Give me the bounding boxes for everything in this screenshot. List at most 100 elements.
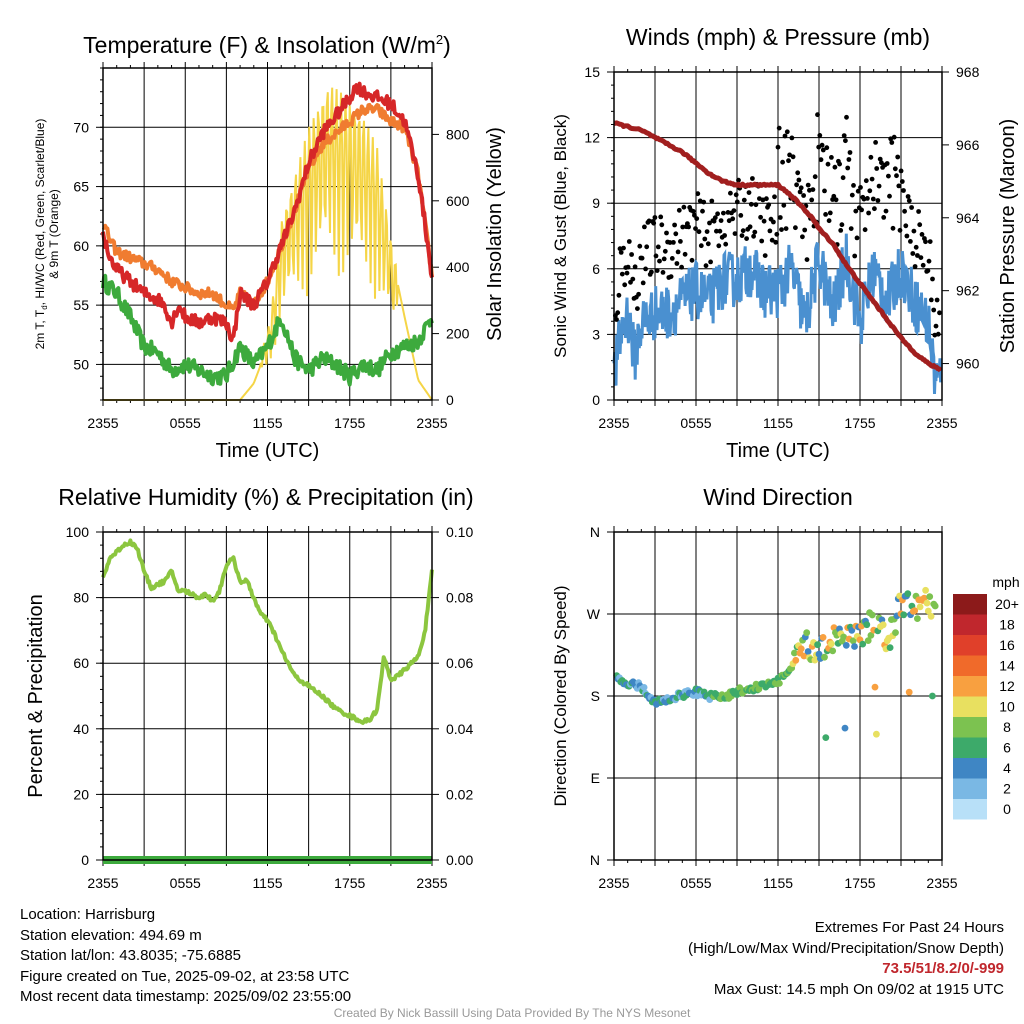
- direction-point: [792, 656, 800, 664]
- dir-y-tick-label: E: [591, 770, 600, 786]
- gust-point: [619, 271, 625, 277]
- rh-y-right-tick-label: 0.02: [446, 786, 473, 802]
- gust-point: [675, 249, 681, 255]
- gust-point: [919, 232, 925, 237]
- gust-point: [708, 259, 713, 265]
- temperature-x-label: Time (UTC): [216, 440, 320, 462]
- direction-point: [922, 586, 929, 594]
- gust-point: [682, 251, 688, 257]
- gust-point: [615, 310, 621, 316]
- gust-point: [903, 223, 909, 229]
- gust-point: [865, 196, 870, 201]
- dir-y-tick-label: S: [591, 688, 600, 704]
- gust-point: [896, 183, 902, 189]
- gust-point: [927, 239, 933, 245]
- station-elevation: Station elevation: 494.69 m: [20, 926, 202, 944]
- gust-point: [618, 250, 624, 255]
- gust-point: [740, 228, 746, 234]
- direction-point: [829, 647, 837, 655]
- gust-point: [868, 154, 874, 160]
- gust-point: [769, 237, 775, 243]
- gust-point: [875, 198, 881, 203]
- direction-point: [791, 649, 798, 657]
- temp-x-tick-label: 1755: [334, 415, 365, 431]
- legend-swatch: [953, 717, 987, 738]
- gust-point: [696, 229, 702, 235]
- dir-x-tick-label: 1155: [763, 875, 793, 891]
- gust-point: [790, 154, 796, 160]
- gust-point: [658, 214, 664, 220]
- gust-point: [917, 222, 923, 228]
- gust-point: [937, 310, 942, 316]
- gust-point: [913, 244, 919, 250]
- winds-panel: Winds (mph) & Pressure (mb) 2355 0555 1155…: [551, 24, 1019, 462]
- wind-plot-border: [613, 71, 943, 401]
- gust-point: [800, 234, 805, 240]
- gust-point: [848, 226, 854, 232]
- legend-swatch: [953, 799, 987, 820]
- gust-point: [783, 226, 789, 232]
- gust-point: [894, 173, 899, 179]
- gust-point: [678, 239, 683, 244]
- gust-point: [876, 183, 882, 189]
- gust-point: [854, 235, 860, 241]
- gust-point: [845, 165, 851, 171]
- direction-point: [879, 621, 887, 629]
- dir-x-tick-label: 1755: [844, 875, 875, 891]
- gust-point: [761, 218, 767, 224]
- direction-point: [929, 692, 936, 700]
- gust-point: [904, 233, 910, 239]
- direction-point: [911, 607, 919, 615]
- gust-point: [931, 307, 937, 313]
- direction-point: [868, 611, 876, 619]
- gust-point: [671, 240, 676, 245]
- gust-point: [725, 210, 731, 215]
- direction-point: [840, 633, 847, 641]
- gust-point: [899, 179, 905, 184]
- wind-y-tick-label: 15: [584, 64, 600, 80]
- direction-point: [927, 612, 935, 620]
- gust-point: [779, 227, 784, 233]
- gust-point: [626, 239, 632, 244]
- temp-y-right-tick-label: 200: [446, 326, 470, 342]
- direction-panel-title: Wind Direction: [703, 484, 853, 510]
- gust-point: [775, 144, 781, 150]
- wind-x-tick-label: 1755: [844, 415, 875, 431]
- gust-point: [918, 255, 924, 260]
- gust-point: [753, 202, 759, 208]
- direction-point: [842, 642, 850, 649]
- rh-y-tick-label: 0: [81, 852, 89, 868]
- gust-point: [669, 256, 675, 261]
- direction-point: [849, 637, 857, 645]
- gust-point: [733, 192, 739, 198]
- pressure-y-label: Station Pressure (Maroon): [997, 119, 1019, 354]
- legend-swatch: [953, 696, 987, 717]
- gust-point: [784, 129, 790, 135]
- station-latlon: Station lat/lon: 43.8035; -75.6885: [20, 947, 242, 964]
- temp-y-tick-label: 50: [73, 356, 89, 372]
- direction-point: [904, 590, 912, 598]
- station-info: Location: Harrisburg Station elevation: …: [20, 905, 351, 1008]
- gust-point: [847, 150, 853, 155]
- gust-point: [802, 227, 808, 233]
- gust-point: [825, 161, 831, 167]
- legend-label: 20+: [995, 596, 1019, 612]
- gust-point: [728, 190, 733, 196]
- temp-y-right-tick-label: 400: [446, 259, 470, 275]
- dir-x-tick-label: 2355: [598, 875, 629, 891]
- green-dewpoint-line: [101, 273, 434, 387]
- gust-point: [695, 191, 701, 197]
- gust-point: [673, 231, 679, 237]
- legend-swatch: [953, 614, 987, 635]
- gust-point: [908, 239, 913, 244]
- legend-label: 2: [1003, 781, 1011, 797]
- gust-point: [782, 133, 788, 139]
- gust-point: [732, 231, 738, 237]
- wind-y-tick-label: 12: [584, 130, 600, 146]
- gust-point: [653, 253, 659, 259]
- gust-point: [812, 174, 818, 180]
- gust-point: [905, 194, 911, 199]
- rh-y-right-tick-label: 0.04: [446, 721, 473, 737]
- gust-point: [776, 125, 782, 131]
- gust-point: [935, 331, 941, 337]
